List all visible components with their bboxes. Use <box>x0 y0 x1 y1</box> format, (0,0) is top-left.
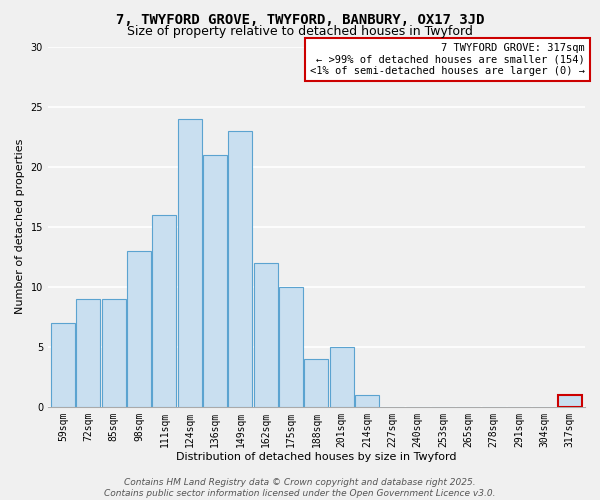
Bar <box>229 130 253 407</box>
Bar <box>127 250 151 407</box>
X-axis label: Distribution of detached houses by size in Twyford: Distribution of detached houses by size … <box>176 452 457 462</box>
Text: 7 TWYFORD GROVE: 317sqm
← >99% of detached houses are smaller (154)
<1% of semi-: 7 TWYFORD GROVE: 317sqm ← >99% of detach… <box>310 43 585 76</box>
Bar <box>304 359 328 407</box>
Bar <box>203 154 227 407</box>
Bar <box>76 298 100 407</box>
Bar <box>558 395 582 407</box>
Bar <box>152 214 176 407</box>
Bar <box>330 347 354 407</box>
Y-axis label: Number of detached properties: Number of detached properties <box>15 139 25 314</box>
Bar <box>279 286 303 407</box>
Bar <box>254 262 278 407</box>
Bar <box>102 298 126 407</box>
Text: Contains HM Land Registry data © Crown copyright and database right 2025.
Contai: Contains HM Land Registry data © Crown c… <box>104 478 496 498</box>
Text: Size of property relative to detached houses in Twyford: Size of property relative to detached ho… <box>127 25 473 38</box>
Bar <box>51 323 75 407</box>
Bar <box>355 395 379 407</box>
Bar <box>178 118 202 407</box>
Text: 7, TWYFORD GROVE, TWYFORD, BANBURY, OX17 3JD: 7, TWYFORD GROVE, TWYFORD, BANBURY, OX17… <box>116 12 484 26</box>
